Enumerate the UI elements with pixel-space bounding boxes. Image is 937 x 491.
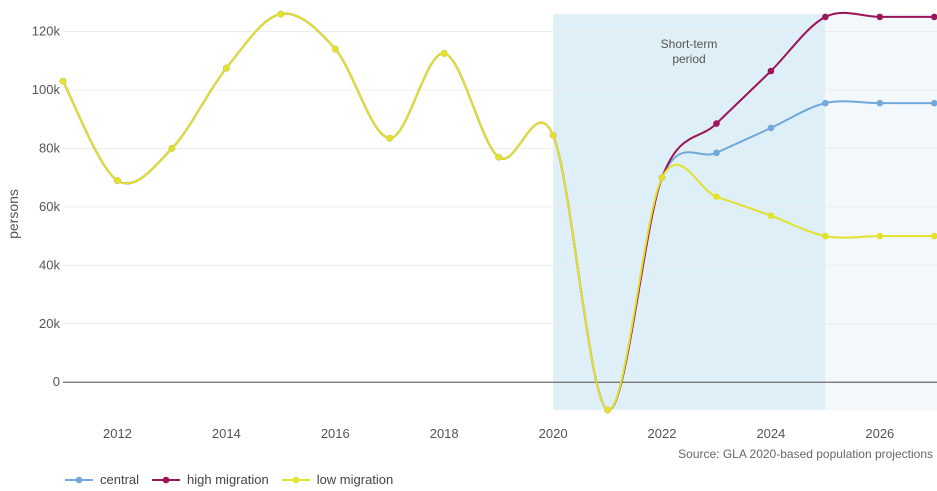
data-point-low-migration	[713, 193, 720, 200]
x-tick-label: 2018	[430, 426, 459, 441]
data-point-low-migration	[658, 174, 666, 181]
data-point-high-migration	[713, 120, 720, 127]
data-point-low-migration	[59, 77, 67, 85]
data-point-central	[767, 124, 775, 132]
y-axis-label: persons	[5, 189, 21, 239]
data-point-low-migration	[440, 50, 448, 57]
data-point-low-migration	[876, 232, 884, 240]
x-tick-label: 2024	[756, 426, 785, 441]
data-point-high-migration	[767, 67, 775, 75]
data-point-central	[876, 99, 884, 107]
x-tick-label: 2014	[212, 426, 241, 441]
x-tick-label: 2012	[103, 426, 132, 441]
data-point-low-migration	[822, 232, 829, 240]
data-point-low-migration	[331, 45, 339, 53]
data-point-low-migration	[549, 131, 557, 139]
legend-label: high migration	[187, 472, 269, 487]
y-tick-label: 120k	[32, 24, 61, 39]
data-point-central	[713, 149, 720, 157]
legend-swatch	[281, 476, 310, 483]
legend-swatch	[152, 476, 181, 483]
legend-item-low-migration[interactable]: low migration	[281, 472, 394, 487]
data-point-low-migration	[604, 406, 611, 414]
data-point-low-migration	[767, 212, 775, 219]
data-point-high-migration	[876, 13, 884, 21]
y-tick-label: 80k	[39, 140, 60, 155]
y-tick-label: 60k	[39, 199, 60, 214]
line-chart: 0 20k 40k 60k 80k 100k 120k 2012 2014 2016 2018 202…	[5, 10, 937, 441]
data-point-low-migration	[277, 10, 285, 18]
x-tick-label: 2026	[865, 426, 894, 441]
y-tick-label: 20k	[39, 316, 60, 331]
data-point-low-migration	[386, 134, 394, 142]
data-point-high-migration	[822, 13, 829, 21]
y-tick-label: 40k	[39, 257, 60, 272]
data-point-low-migration	[495, 153, 502, 161]
x-tick-label: 2020	[539, 426, 568, 441]
legend-label: central	[100, 472, 140, 487]
data-point-low-migration	[168, 145, 176, 152]
data-point-central	[930, 99, 937, 107]
y-tick-label: 100k	[32, 82, 61, 97]
legend-swatch	[65, 476, 93, 483]
legend: central high migration low migration	[64, 472, 405, 487]
annotation-label: Short-term period	[661, 37, 718, 66]
legend-label: low migration	[316, 472, 394, 487]
data-point-low-migration	[114, 177, 121, 184]
shaded-region-1	[825, 14, 937, 410]
data-point-central	[822, 99, 829, 107]
data-point-low-migration	[930, 232, 937, 240]
shaded-region-0	[553, 14, 826, 410]
data-point-high-migration	[930, 13, 937, 21]
data-point-low-migration	[223, 64, 230, 72]
x-tick-label: 2016	[321, 426, 350, 441]
legend-item-central[interactable]: central	[64, 472, 139, 487]
x-tick-label: 2022	[648, 426, 677, 441]
legend-item-high-migration[interactable]: high migration	[151, 472, 269, 487]
series-line-low-migration	[62, 12, 935, 411]
y-tick-label: 0	[53, 374, 60, 389]
source-note: Source: GLA 2020-based population projec…	[678, 447, 933, 461]
